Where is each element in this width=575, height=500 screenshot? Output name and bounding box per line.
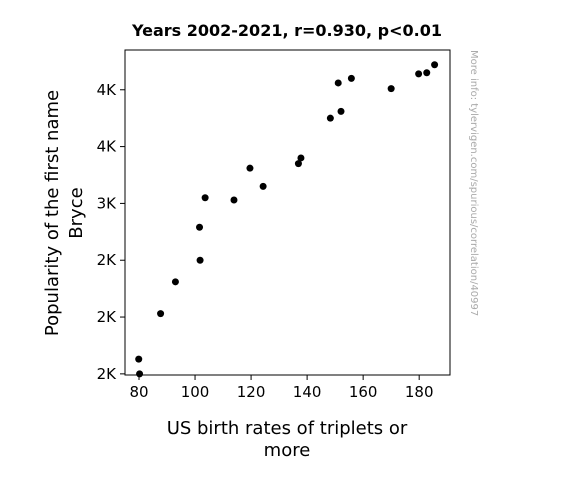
watermark-text: More info: tylervigen.com/spurious/corre… [468,50,479,316]
data-point [230,196,238,204]
x-tick-label: 140 [293,383,322,401]
y-tick-label: 4K [97,81,118,99]
y-tick-label: 4K [97,138,118,156]
x-axis-label-line-1: US birth rates of triplets or [167,418,408,439]
data-point [326,114,334,122]
data-point [201,194,209,202]
data-point [259,182,267,190]
data-point [135,355,143,363]
data-point [294,160,302,168]
data-point [415,70,423,78]
data-point [196,223,204,231]
plot-area: 80 100 120 140 160 180 2K 2K 2K 3K 4K 4K [97,49,451,401]
data-point [431,61,439,69]
data-point [334,79,342,87]
x-tick-label: 80 [129,383,148,401]
y-axis-label: Popularity of the first name Bryce [42,90,87,336]
data-point [347,74,355,82]
x-axis-label: US birth rates of triplets or more [167,418,408,461]
x-tick-label: 120 [237,383,266,401]
data-point [246,164,254,172]
data-point [136,370,144,378]
y-tick-label: 3K [97,194,118,212]
data-point [171,278,179,286]
x-axis-label-line-2: more [264,440,311,461]
y-tick-label: 2K [97,308,118,326]
data-point [387,85,395,93]
x-tick-label: 180 [405,383,434,401]
x-tick-label: 100 [181,383,210,401]
plot-frame [124,49,451,376]
data-point [196,256,204,264]
data-point [423,69,431,77]
chart-title: Years 2002-2021, r=0.930, p<0.01 [131,21,442,40]
data-point [337,107,345,115]
y-tick-label: 2K [97,251,118,269]
data-point [157,310,165,318]
x-tick-label: 160 [349,383,378,401]
y-axis-label-line-1: Popularity of the first name [42,90,63,336]
y-tick-label: 2K [97,365,118,383]
y-axis-label-line-2: Bryce [66,187,87,238]
data-point [297,154,305,162]
